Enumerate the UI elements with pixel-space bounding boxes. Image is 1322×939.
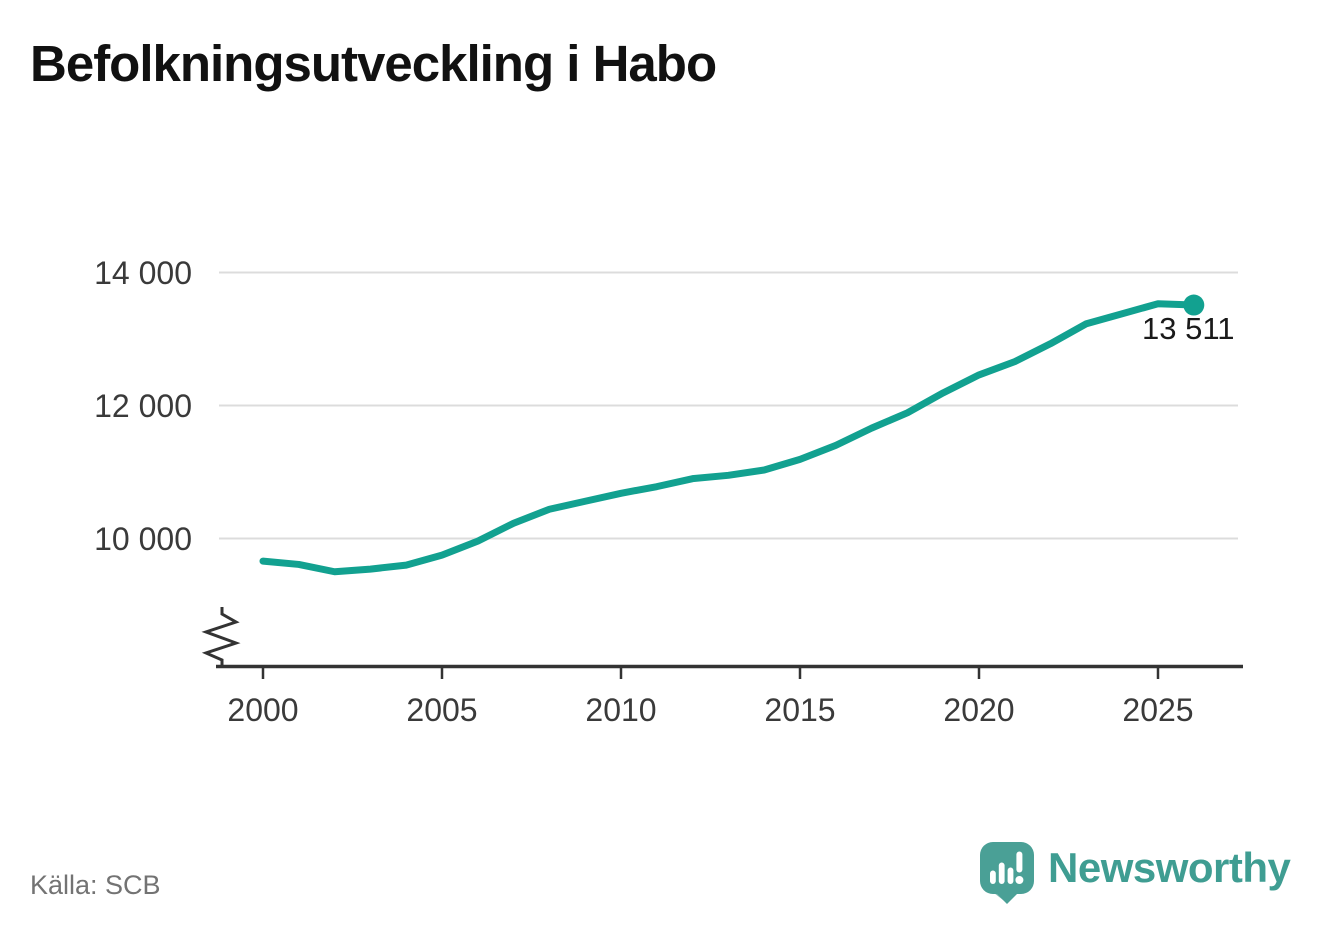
population-line-series [259,300,1198,576]
y-tick-label: 10 000 [94,520,192,557]
source-caption: Källa: SCB [30,870,161,900]
x-tick-label: 2010 [585,692,657,728]
line-end-dot [1183,294,1205,316]
end-value-label: 13 511 [1142,311,1235,346]
logo-bar-tall [998,862,1005,884]
logo-exclamation-dot [1015,876,1024,884]
y-tick-label: 12 000 [94,387,192,424]
y-axis-break-icon [201,607,241,666]
logo-bar-small [990,870,996,884]
chart-title: Befolkningsutveckling i Habo [30,35,717,92]
x-axis-tick-marks [261,666,1160,679]
logo-bar-medium [1007,867,1014,884]
y-tick-label: 14 000 [94,254,192,291]
logo-exclamation-stem [1016,851,1023,873]
newsworthy-logo-icon [980,842,1034,904]
x-tick-label: 2000 [227,692,299,728]
x-tick-label: 2025 [1122,692,1194,728]
gridlines [219,271,1238,540]
x-tick-label: 2015 [764,692,836,728]
x-tick-label: 2020 [943,692,1015,728]
newsworthy-branding[interactable]: Newsworthy [980,842,1291,905]
newsworthy-wordmark: Newsworthy [1048,844,1291,891]
x-tick-label: 2005 [406,692,478,728]
